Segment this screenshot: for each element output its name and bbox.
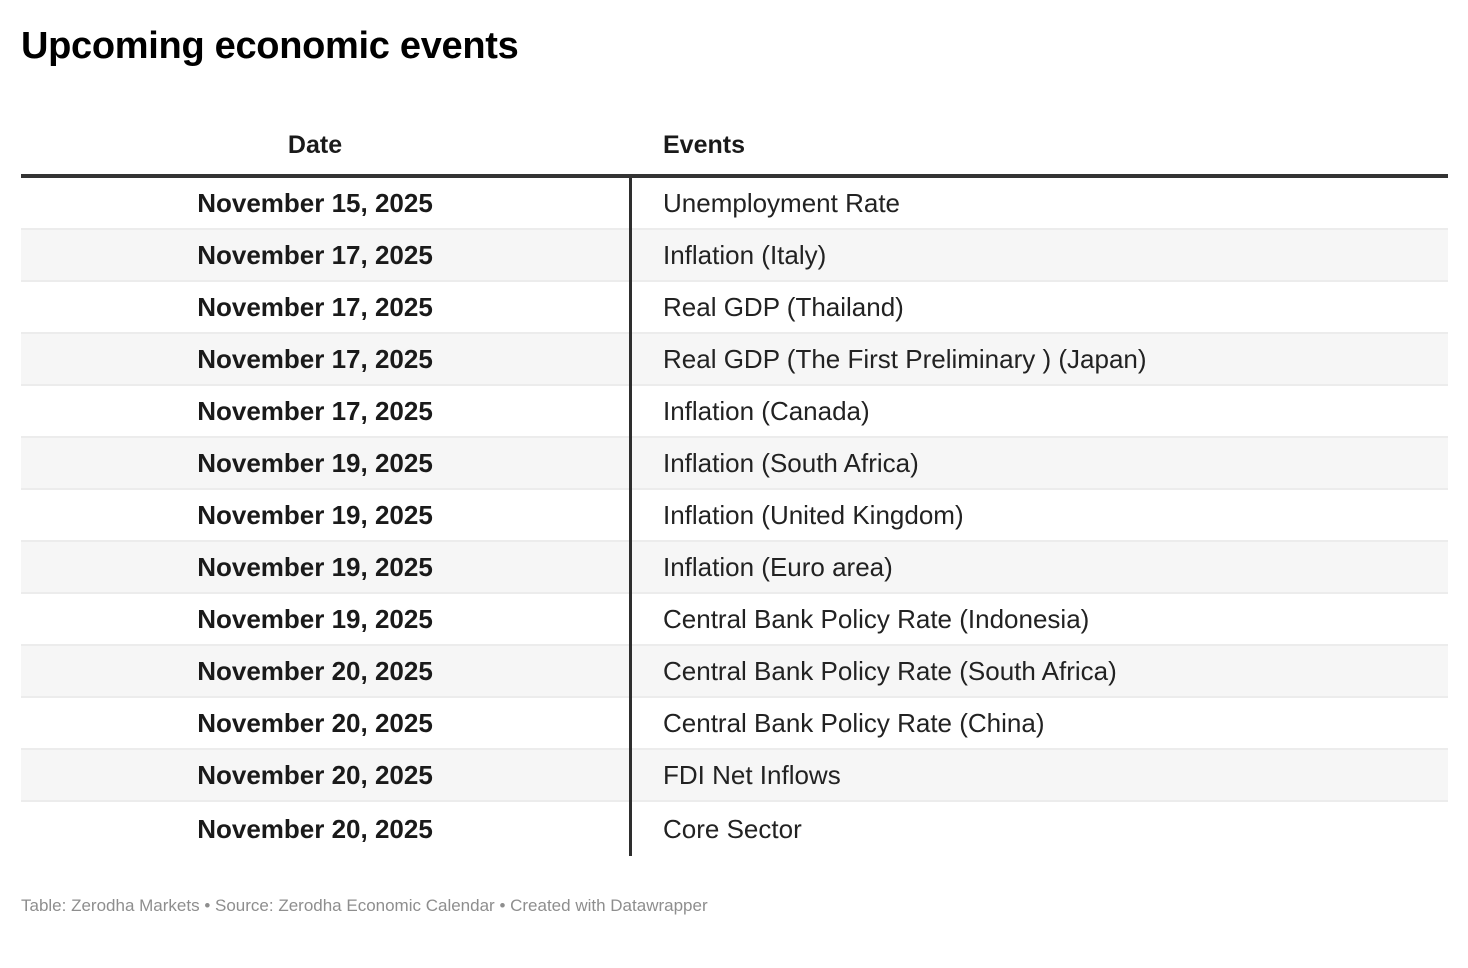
event-date-cell: November 17, 2025 xyxy=(197,396,433,426)
event-name-cell: Real GDP (The First Preliminary ) (Japan… xyxy=(663,344,1147,374)
event-date-cell: November 20, 2025 xyxy=(197,814,433,844)
table-row: November 20, 2025 Central Bank Policy Ra… xyxy=(21,698,1448,750)
datawrapper-link[interactable]: Datawrapper xyxy=(610,896,708,915)
event-date-cell: November 19, 2025 xyxy=(197,448,433,478)
footer-source-label: • Source: xyxy=(199,896,279,915)
column-header-events: Events xyxy=(663,130,745,159)
table-row: November 19, 2025 Inflation (United King… xyxy=(21,490,1448,542)
event-name-cell: Inflation (Euro area) xyxy=(663,552,893,582)
event-date-cell: November 17, 2025 xyxy=(197,344,433,374)
table-row: November 17, 2025 Real GDP (The First Pr… xyxy=(21,334,1448,386)
table-row: November 20, 2025 Core Sector xyxy=(21,802,1448,856)
table-row: November 17, 2025 Real GDP (Thailand) xyxy=(21,282,1448,334)
economic-events-table: Date Events November 15, 2025 Unemployme… xyxy=(21,116,1448,856)
event-name-cell: Unemployment Rate xyxy=(663,188,900,218)
table-row: November 19, 2025 Inflation (South Afric… xyxy=(21,438,1448,490)
event-date-cell: November 20, 2025 xyxy=(197,656,433,686)
table-row: November 20, 2025 Central Bank Policy Ra… xyxy=(21,646,1448,698)
event-name-cell: Central Bank Policy Rate (South Africa) xyxy=(663,656,1117,686)
event-name-cell: FDI Net Inflows xyxy=(663,760,841,790)
event-name-cell: Real GDP (Thailand) xyxy=(663,292,904,322)
table-row: November 20, 2025 FDI Net Inflows xyxy=(21,750,1448,802)
event-name-cell: Inflation (Italy) xyxy=(663,240,827,270)
event-name-cell: Inflation (Canada) xyxy=(663,396,870,426)
page-title: Upcoming economic events xyxy=(21,25,519,67)
publisher-link[interactable]: Zerodha Markets xyxy=(71,896,200,915)
event-date-cell: November 20, 2025 xyxy=(197,760,433,790)
event-date-cell: November 17, 2025 xyxy=(197,292,433,322)
event-date-cell: November 17, 2025 xyxy=(197,240,433,270)
event-name-cell: Central Bank Policy Rate (China) xyxy=(663,708,1045,738)
table-row: November 15, 2025 Unemployment Rate xyxy=(21,178,1448,230)
event-date-cell: November 15, 2025 xyxy=(197,188,433,218)
column-header-date: Date xyxy=(287,130,343,159)
event-name-cell: Inflation (United Kingdom) xyxy=(663,500,964,530)
table-body: November 15, 2025 Unemployment Rate Nove… xyxy=(21,178,1448,856)
event-name-cell: Central Bank Policy Rate (Indonesia) xyxy=(663,604,1090,634)
column-divider xyxy=(629,178,632,856)
footer-table-label: Table: xyxy=(21,896,72,915)
attribution-footer: Table: Zerodha Markets • Source: Zerodha… xyxy=(21,896,1448,916)
table-row: November 17, 2025 Inflation (Italy) xyxy=(21,230,1448,282)
event-name-cell: Core Sector xyxy=(663,814,802,844)
event-date-cell: November 19, 2025 xyxy=(197,552,433,582)
source-link[interactable]: Zerodha Economic Calendar xyxy=(278,896,495,915)
event-date-cell: November 19, 2025 xyxy=(197,604,433,634)
table-row: November 19, 2025 Central Bank Policy Ra… xyxy=(21,594,1448,646)
event-name-cell: Inflation (South Africa) xyxy=(663,448,919,478)
table-header-row: Date Events xyxy=(21,116,1448,178)
event-date-cell: November 19, 2025 xyxy=(197,500,433,530)
footer-created-label: • Created with xyxy=(494,896,611,915)
table-row: November 17, 2025 Inflation (Canada) xyxy=(21,386,1448,438)
event-date-cell: November 20, 2025 xyxy=(197,708,433,738)
table-row: November 19, 2025 Inflation (Euro area) xyxy=(21,542,1448,594)
